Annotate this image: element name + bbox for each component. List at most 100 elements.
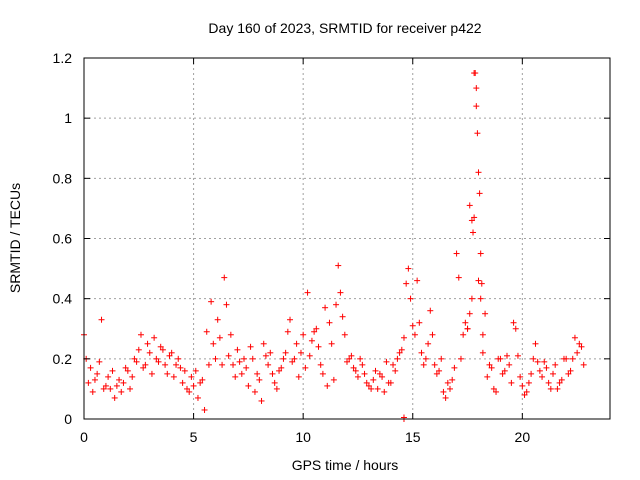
data-point <box>503 352 510 359</box>
data-point <box>199 376 206 383</box>
data-point <box>556 379 563 386</box>
data-point <box>251 388 258 395</box>
x-tick-label: 20 <box>515 429 531 445</box>
data-point <box>151 334 158 341</box>
data-point <box>230 361 237 368</box>
x-axis-label: GPS time / hours <box>292 457 399 473</box>
data-point <box>490 385 497 392</box>
data-point <box>276 367 283 374</box>
data-point <box>530 355 537 362</box>
data-point <box>495 355 502 362</box>
data-point <box>247 343 254 350</box>
data-point <box>381 388 388 395</box>
data-point <box>431 361 438 368</box>
data-point <box>319 370 326 377</box>
data-point <box>473 85 480 92</box>
data-point <box>416 319 423 326</box>
data-point <box>315 343 322 350</box>
data-point <box>523 388 530 395</box>
data-point <box>558 376 565 383</box>
data-point <box>472 70 479 77</box>
data-point <box>166 352 173 359</box>
data-point <box>372 367 379 374</box>
data-point <box>308 337 315 344</box>
data-point <box>506 361 513 368</box>
data-point <box>254 370 261 377</box>
data-point <box>576 340 583 347</box>
data-point <box>560 355 567 362</box>
x-tick-label: 0 <box>80 429 88 445</box>
data-point <box>517 373 524 380</box>
data-point <box>493 388 500 395</box>
data-point <box>326 319 333 326</box>
data-point <box>374 385 381 392</box>
data-point <box>479 349 486 356</box>
data-point <box>267 349 274 356</box>
data-point <box>304 289 311 296</box>
data-point <box>260 340 267 347</box>
data-point <box>105 373 112 380</box>
data-point <box>133 358 140 365</box>
data-point <box>85 379 92 386</box>
y-tick-label: 0.2 <box>53 351 73 367</box>
data-point <box>333 301 340 308</box>
x-tick-label: 10 <box>295 429 311 445</box>
data-point <box>468 295 475 302</box>
data-point <box>403 280 410 287</box>
axis-tick-labels: 0 5 10 15 20 0 0.2 0.4 0.6 0.8 1 1.2 <box>53 50 531 445</box>
data-point <box>280 355 287 362</box>
data-point <box>508 379 515 386</box>
data-point <box>411 331 418 338</box>
data-points <box>81 70 587 422</box>
data-point <box>400 334 407 341</box>
data-point <box>324 382 331 389</box>
data-point <box>476 190 483 197</box>
data-point <box>473 103 480 110</box>
data-point <box>173 361 180 368</box>
data-point <box>468 217 475 224</box>
data-point <box>91 376 98 383</box>
y-tick-label: 0.4 <box>53 291 73 307</box>
data-point <box>94 370 101 377</box>
data-point <box>302 364 309 371</box>
data-point <box>129 373 136 380</box>
data-point <box>536 367 543 374</box>
data-point <box>550 370 557 377</box>
data-point <box>238 370 245 377</box>
data-point <box>512 325 519 332</box>
data-point <box>278 364 285 371</box>
data-point <box>554 385 561 392</box>
data-point <box>201 406 208 413</box>
data-point <box>460 331 467 338</box>
data-point <box>519 382 526 389</box>
data-point <box>313 325 320 332</box>
data-point <box>262 352 269 359</box>
data-point <box>528 370 535 377</box>
data-point <box>470 229 477 236</box>
data-point <box>466 310 473 317</box>
data-point <box>365 382 372 389</box>
data-point <box>120 379 127 386</box>
data-point <box>363 379 370 386</box>
data-point <box>407 295 414 302</box>
data-point <box>405 265 412 272</box>
data-point <box>433 370 440 377</box>
data-point <box>282 349 289 356</box>
data-point <box>243 364 250 371</box>
data-point <box>122 364 129 371</box>
data-point <box>532 340 539 347</box>
data-point <box>203 328 210 335</box>
data-point <box>474 130 481 137</box>
data-point <box>179 379 186 386</box>
data-point <box>192 367 199 374</box>
data-point <box>543 364 550 371</box>
chart-title: Day 160 of 2023, SRMTID for receiver p42… <box>208 20 481 36</box>
data-point <box>457 355 464 362</box>
data-point <box>100 385 107 392</box>
data-point <box>89 388 96 395</box>
data-point <box>335 262 342 269</box>
data-point <box>466 202 473 209</box>
data-point <box>383 358 390 365</box>
data-point <box>464 325 471 332</box>
data-point <box>409 322 416 329</box>
